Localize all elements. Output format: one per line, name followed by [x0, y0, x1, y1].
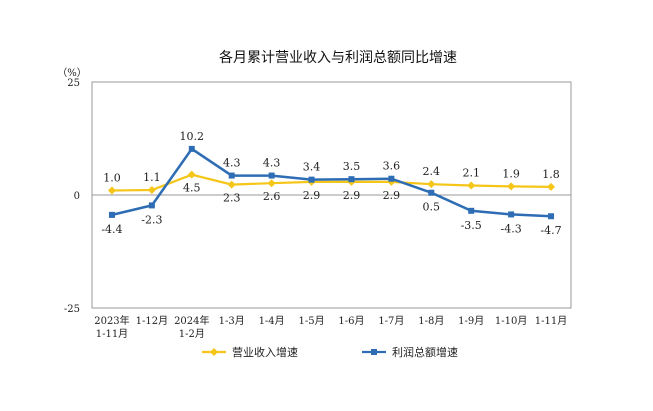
- data-label: 4.3: [223, 157, 241, 170]
- series-point: [227, 180, 236, 189]
- data-label: -2.3: [141, 213, 162, 226]
- x-tick-label: 1-10月: [495, 315, 527, 327]
- data-label: 1.0: [103, 171, 121, 184]
- chart-title: 各月累计营业收入与利润总额同比增速: [219, 50, 457, 66]
- y-tick-label: -25: [64, 304, 80, 315]
- data-label: -4.3: [501, 222, 522, 235]
- data-label: 1.1: [143, 171, 161, 184]
- data-label: 4.5: [183, 182, 201, 195]
- legend-label: 营业收入增速: [232, 345, 298, 359]
- series-point: [428, 189, 435, 196]
- data-label: 2.6: [263, 190, 281, 203]
- series-point: [267, 179, 276, 188]
- x-tick-label: 1-5月: [298, 315, 324, 327]
- x-tick-label: 1-3月: [219, 315, 245, 327]
- y-tick-label: 25: [67, 78, 80, 89]
- x-tick-label: 2024年 1-2月: [174, 314, 209, 340]
- data-label: 1.8: [542, 168, 560, 181]
- data-label: 3.4: [303, 161, 321, 174]
- x-tick-label: 1-4月: [259, 315, 285, 327]
- series-point: [308, 176, 315, 183]
- legend-marker: [371, 349, 377, 355]
- legend-label: 利润总额增速: [392, 345, 458, 359]
- series-point: [108, 211, 115, 218]
- x-tick-label: 1-7月: [378, 315, 404, 327]
- y-tick-label: 0: [74, 191, 80, 202]
- series-point: [107, 186, 116, 195]
- series-point: [507, 182, 516, 191]
- series-point: [508, 211, 515, 218]
- data-label: 1.9: [502, 167, 520, 180]
- series-point: [548, 213, 555, 220]
- series-point: [468, 207, 475, 214]
- series-point: [547, 182, 556, 191]
- y-axis-unit-label: （%）: [57, 67, 87, 79]
- data-label: -4.7: [540, 224, 561, 237]
- x-tick-label: 1-12月: [136, 315, 168, 327]
- legend-marker: [210, 348, 218, 356]
- data-label: 3.6: [383, 160, 401, 173]
- x-tick-label: 1-8月: [418, 315, 444, 327]
- series-point: [148, 202, 155, 209]
- data-label: 4.3: [263, 157, 281, 170]
- data-label: 2.9: [383, 189, 401, 202]
- data-label: 2.1: [462, 167, 480, 180]
- data-label: 2.9: [343, 189, 361, 202]
- series-point: [388, 175, 395, 182]
- data-label: -3.5: [461, 219, 482, 232]
- series-point: [228, 172, 235, 179]
- data-label: 0.5: [423, 201, 441, 214]
- data-label: -4.4: [101, 223, 122, 236]
- x-tick-label: 1-11月: [535, 315, 567, 327]
- series-line-2: [111, 147, 552, 218]
- series-point: [187, 170, 196, 179]
- series-point: [268, 172, 275, 179]
- series-point: [188, 145, 195, 152]
- data-label: 3.5: [343, 160, 361, 173]
- series-point: [348, 176, 355, 183]
- data-label: 2.3: [223, 192, 241, 205]
- series-point: [147, 186, 156, 195]
- series-point: [427, 180, 436, 189]
- x-tick-label: 1-9月: [458, 315, 484, 327]
- series-point: [467, 181, 476, 190]
- x-tick-label: 2023年 1-11月: [94, 314, 129, 340]
- x-tick-label: 1-6月: [338, 315, 364, 327]
- series-line-1: [111, 173, 552, 192]
- data-label: 2.4: [423, 165, 441, 178]
- data-label: 10.2: [180, 130, 205, 143]
- data-label: 2.9: [303, 189, 321, 202]
